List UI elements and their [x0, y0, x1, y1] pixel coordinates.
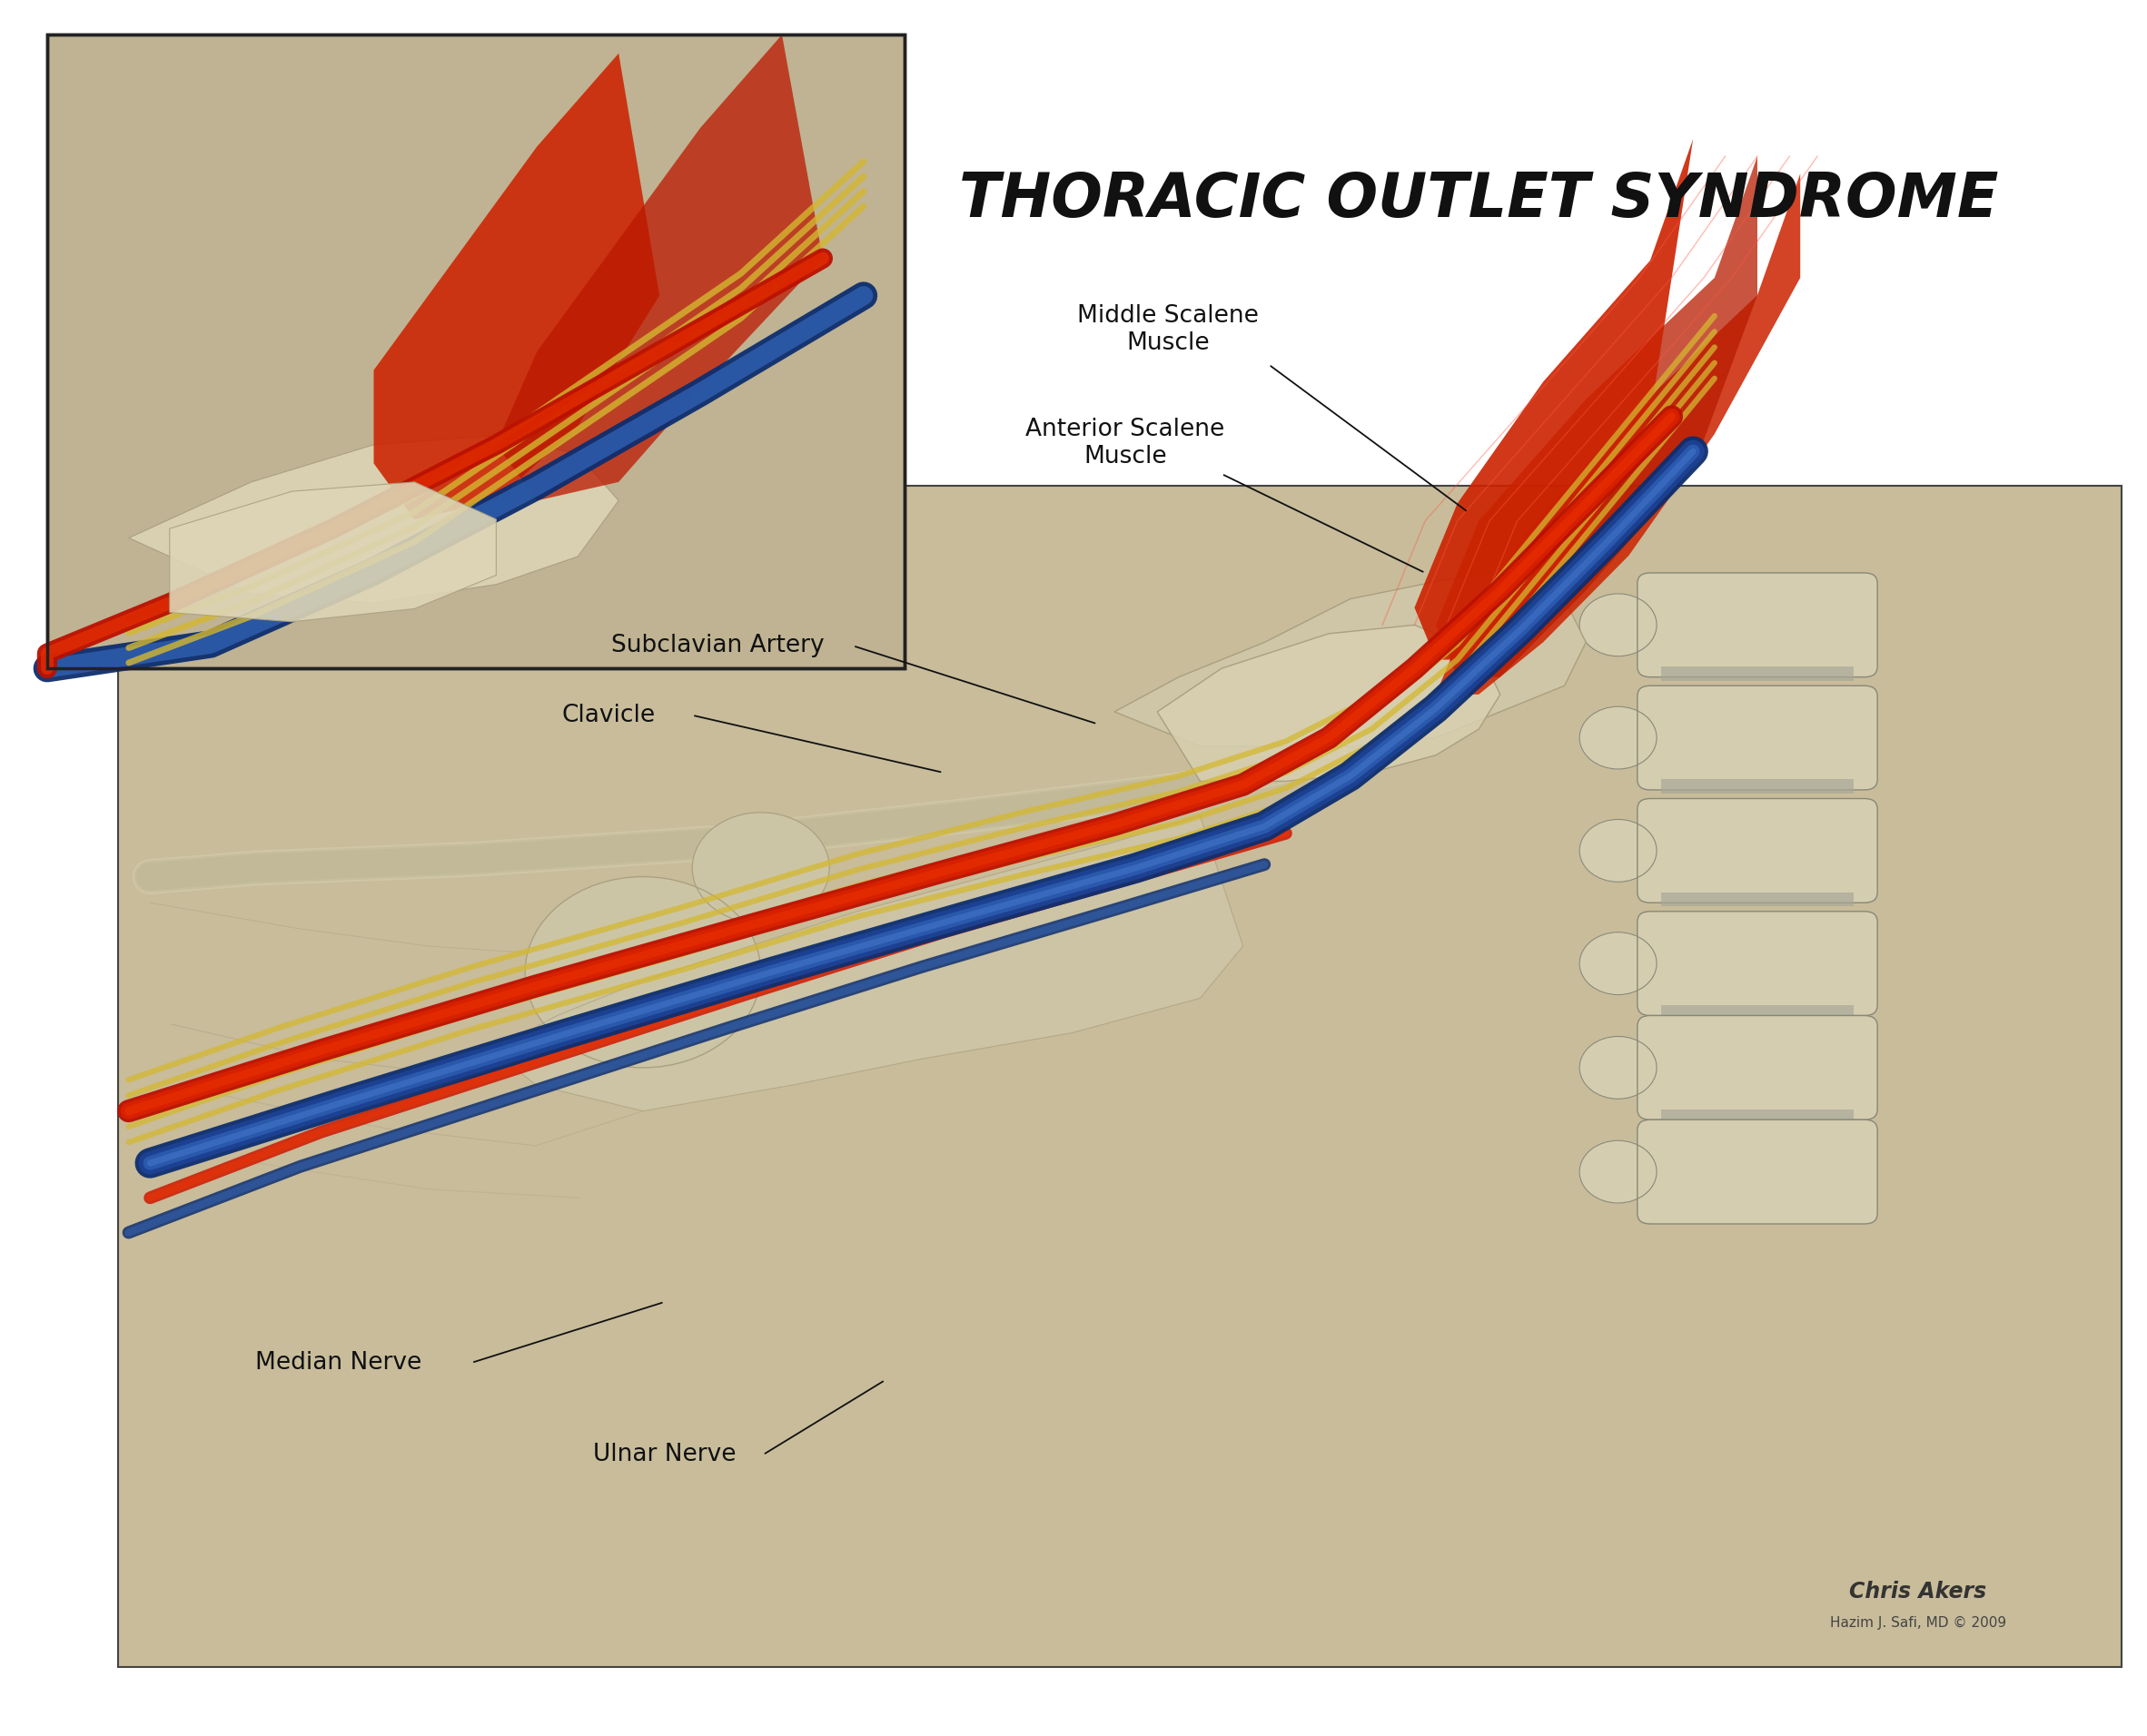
Text: Anterior Scalene
Muscle: Anterior Scalene Muscle: [1026, 417, 1224, 469]
Circle shape: [1580, 594, 1657, 656]
Bar: [118, 486, 2121, 1667]
Polygon shape: [1436, 174, 1799, 694]
Text: Median Nerve: Median Nerve: [255, 1351, 421, 1375]
Bar: [1662, 1005, 1853, 1019]
FancyBboxPatch shape: [1638, 686, 1876, 790]
Text: THORACIC OUTLET SYNDROME: THORACIC OUTLET SYNDROME: [960, 170, 1999, 229]
Bar: [47, 35, 904, 668]
Text: Subclavian Artery: Subclavian Artery: [612, 634, 824, 658]
Circle shape: [526, 877, 760, 1068]
FancyBboxPatch shape: [1638, 573, 1876, 677]
Polygon shape: [496, 35, 822, 500]
FancyBboxPatch shape: [1638, 799, 1876, 903]
Bar: [1662, 1109, 1853, 1123]
Polygon shape: [1415, 139, 1694, 660]
Text: Chris Akers: Chris Akers: [1849, 1581, 1986, 1602]
Polygon shape: [1436, 156, 1758, 677]
FancyBboxPatch shape: [1638, 911, 1876, 1016]
Polygon shape: [1114, 573, 1587, 746]
Polygon shape: [374, 54, 659, 519]
Circle shape: [1580, 1036, 1657, 1099]
Polygon shape: [170, 483, 496, 621]
Polygon shape: [494, 816, 1243, 1111]
Bar: [1662, 667, 1853, 681]
Bar: [1662, 779, 1853, 793]
FancyBboxPatch shape: [1638, 1120, 1876, 1224]
Text: Clavicle: Clavicle: [563, 703, 655, 727]
Circle shape: [1580, 819, 1657, 882]
Bar: [1662, 892, 1853, 906]
Circle shape: [1580, 932, 1657, 995]
Circle shape: [1580, 707, 1657, 769]
Polygon shape: [129, 436, 618, 602]
Circle shape: [1580, 1141, 1657, 1203]
Bar: [47, 35, 904, 668]
Circle shape: [691, 812, 829, 924]
Polygon shape: [1157, 625, 1501, 781]
Text: Hazim J. Safi, MD © 2009: Hazim J. Safi, MD © 2009: [1829, 1616, 2005, 1630]
Text: Ulnar Nerve: Ulnar Nerve: [593, 1443, 736, 1467]
FancyBboxPatch shape: [1638, 1016, 1876, 1120]
Text: Middle Scalene
Muscle: Middle Scalene Muscle: [1078, 304, 1258, 356]
